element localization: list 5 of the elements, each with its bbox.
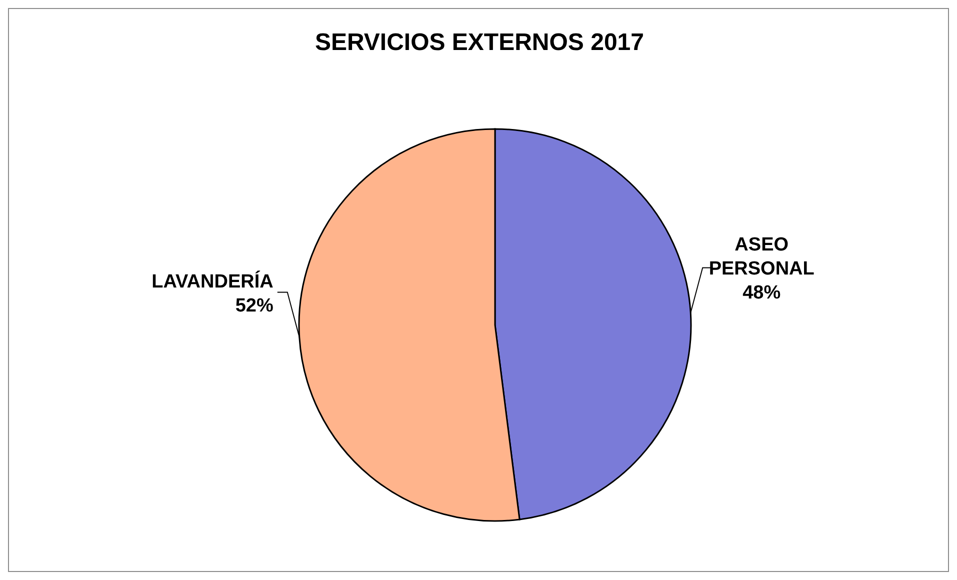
data-label: 48% [742,282,781,304]
data-label: 52% [235,295,274,316]
chart-title: SERVICIOS EXTERNOS 2017 [314,29,645,57]
slice-label: ASEO PERSONAL [708,234,815,280]
slice-label: LAVANDERÍA [152,270,274,292]
